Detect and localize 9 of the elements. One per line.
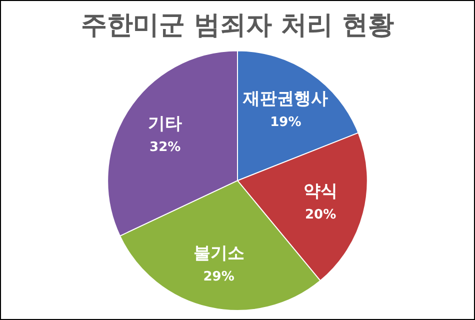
- slice-label: 기타: [148, 114, 182, 134]
- chart-title: 주한미군 범죄자 처리 현황: [80, 10, 394, 40]
- slice-label: 약식: [304, 181, 338, 202]
- data-label: 32%: [150, 140, 181, 156]
- data-label: 19%: [270, 115, 302, 130]
- data-label: 20%: [304, 207, 336, 222]
- slice-label: 불기소: [193, 244, 244, 264]
- data-label: 29%: [203, 270, 234, 285]
- slice-label: 재판권행사: [242, 89, 328, 110]
